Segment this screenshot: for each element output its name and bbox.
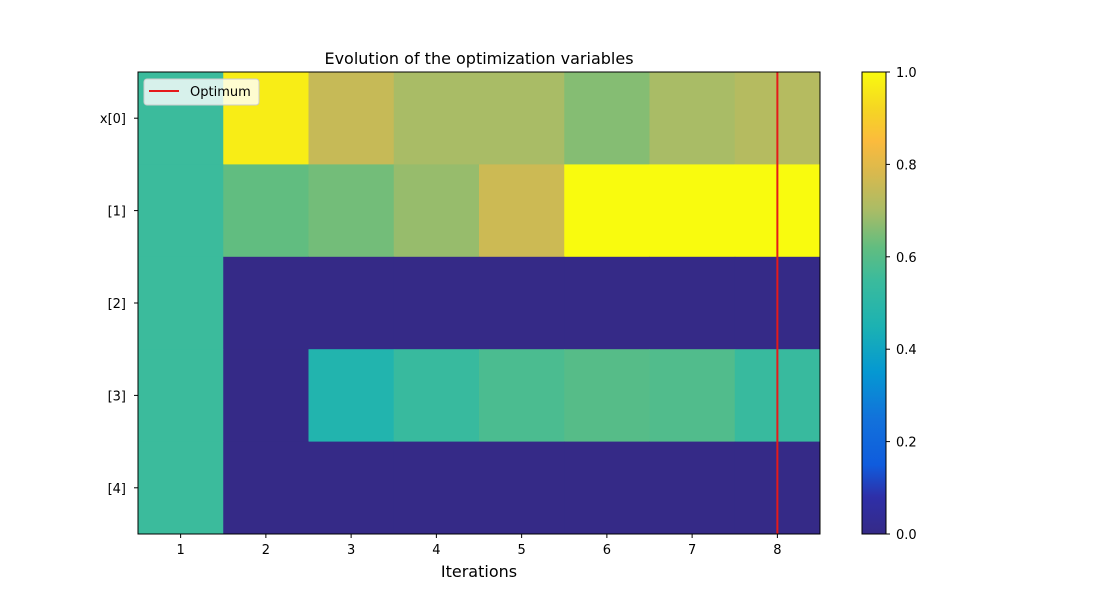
legend-box: [143, 78, 260, 106]
colorbar-tick-label: 0.4: [896, 343, 917, 358]
heatmap-cell: [649, 441, 736, 535]
heatmap-cell: [223, 349, 309, 443]
colorbar-tick-label: 0.8: [896, 158, 917, 173]
heatmap-cell: [223, 256, 309, 350]
heatmap-cell: [479, 441, 565, 535]
heatmap-cell: [479, 72, 565, 165]
heatmap-cell: [479, 256, 565, 350]
heatmap-cell: [564, 164, 650, 258]
y-tick-label: [2]: [108, 297, 126, 312]
heatmap-cell: [223, 441, 309, 535]
x-tick-label: 8: [773, 543, 781, 558]
heatmap-cell: [308, 349, 395, 443]
y-tick-label: [4]: [108, 482, 126, 497]
y-tick-label: [1]: [108, 205, 126, 220]
heatmap-cell: [649, 72, 736, 165]
heatmap-cell: [393, 256, 480, 350]
x-tick-label: 2: [262, 543, 270, 558]
colorbar-tick-label: 0.0: [896, 528, 917, 543]
heatmap-cell: [479, 349, 565, 443]
heatmap-cell: [479, 164, 565, 258]
heatmap-cell: [138, 164, 224, 258]
heatmap-cell: [393, 441, 480, 535]
heatmap-cell: [223, 164, 309, 258]
heatmap-cell: [308, 441, 395, 535]
x-tick-label: 5: [517, 543, 525, 558]
x-tick-label: 6: [603, 543, 611, 558]
heatmap-cell: [393, 164, 480, 258]
x-tick-label: 4: [432, 543, 440, 558]
heatmap-cell: [564, 349, 650, 443]
heatmap-cells: [138, 72, 821, 535]
heatmap-cell: [649, 164, 736, 258]
legend-label: Optimum: [190, 85, 251, 100]
y-tick-label: [3]: [108, 389, 126, 404]
colorbar-tick-label: 1.0: [896, 66, 917, 81]
heatmap-cell: [393, 72, 480, 165]
colorbar-frame: [861, 71, 887, 535]
heatmap-cell: [564, 256, 650, 350]
colorbar: 0.0 0.2 0.4 0.6 0.8 1.0: [861, 66, 917, 543]
y-axis-ticks: x[0] [1] [2] [3] [4]: [100, 112, 138, 497]
colorbar-gradient: [862, 72, 886, 534]
chart-title: Evolution of the optimization variables: [324, 49, 633, 68]
heatmap-cell: [564, 72, 650, 165]
x-tick-label: 3: [347, 543, 355, 558]
legend[interactable]: Optimum: [143, 78, 260, 106]
heatmap-cell: [393, 349, 480, 443]
y-tick-label: x[0]: [100, 112, 126, 127]
heatmap-cell: [308, 72, 395, 165]
x-axis-label: Iterations: [441, 562, 517, 581]
x-axis-ticks: 1 2 3 4 5 6 7 8: [176, 534, 782, 558]
heatmap-cell: [649, 256, 736, 350]
heatmap-cell: [138, 441, 224, 535]
colorbar-tick-label: 0.2: [896, 436, 917, 451]
heatmap-cell: [308, 256, 395, 350]
heatmap-cell: [649, 349, 736, 443]
heatmap-cell: [308, 164, 395, 258]
x-tick-label: 7: [688, 543, 696, 558]
x-tick-label: 1: [176, 543, 184, 558]
colorbar-ticks: 0.0 0.2 0.4 0.6 0.8 1.0: [886, 66, 917, 543]
colorbar-tick-label: 0.6: [896, 251, 917, 266]
heatmap-cell: [138, 349, 224, 443]
heatmap-cell: [564, 441, 650, 535]
heatmap-cell: [138, 256, 224, 350]
